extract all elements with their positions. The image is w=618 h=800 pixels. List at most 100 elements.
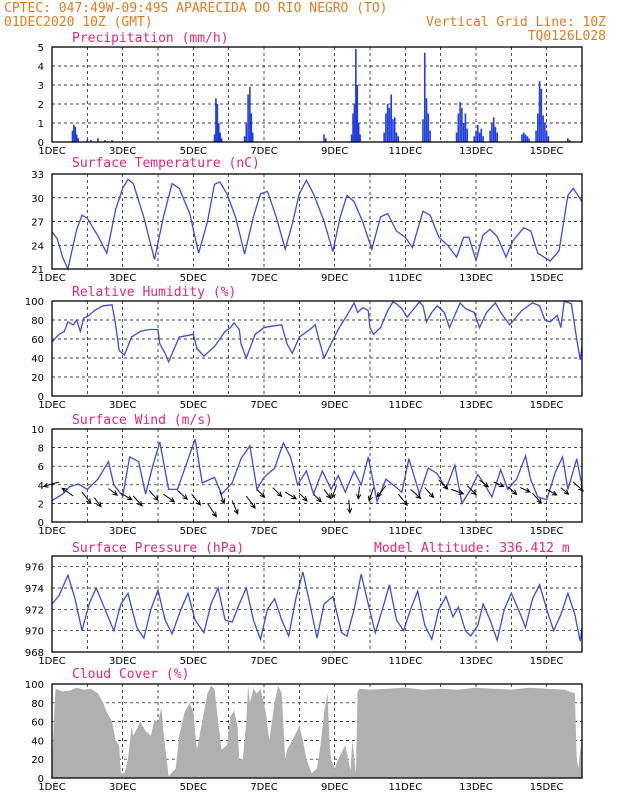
rh-xtick-label: 11DEC [388,400,422,411]
precip-bar [251,132,254,142]
wind-arrow [356,486,362,500]
precip-bar [480,128,483,142]
rh-ytick-label: 40 [31,354,44,365]
pressure-frame [51,555,583,653]
temp-ytick-label: 27 [31,218,44,229]
precip-ytick-label: 0 [38,138,44,149]
precip-xtick-label: 7DEC [250,146,277,157]
precip-bar [392,119,394,142]
wind-series-line [51,438,583,506]
precip-bar [352,113,354,142]
wind-arrow [245,495,256,510]
wind-title: Surface Wind (m/s) [72,413,213,428]
precip-bar [357,123,360,142]
wind-arrow [507,486,518,496]
wind-arrow [177,490,189,500]
precip-bar [427,113,430,142]
precip-panel: Precipitation (mm/h) 0 1 2 3 4 5 1DEC 3DEC 5DEC 7D… [38,31,583,157]
precip-bar [542,115,544,142]
precip-frame [51,46,583,143]
cloud-xtick-label: 1DEC [38,782,65,793]
temp-xtick-label: 7DEC [250,273,277,284]
precip-bar [388,107,391,142]
cloud-ytick-label: 0 [38,774,44,785]
precip-bar [90,140,92,142]
precip-bar [75,134,78,142]
rh-xtick-label: 7DEC [250,400,277,411]
precip-bar [455,132,458,142]
precip-bar [73,124,75,142]
precip-bar [537,113,539,142]
rh-panel: Relative Humidity (%) 0 20 40 60 80 100 1DEC 3DE… [25,285,583,411]
cloud-xtick-label: 9DEC [321,782,348,793]
rh-ytick-label: 0 [38,392,44,403]
temp-frame [51,173,583,270]
precip-bar [355,48,357,142]
precip-xtick-label: 5DEC [180,146,207,157]
precip-bar [567,138,569,142]
precip-bar [521,134,523,142]
temp-series-line [51,178,583,272]
precip-bar [462,123,465,142]
wind-xtick-label: 13DEC [459,526,493,537]
cloud-xtick-label: 15DEC [530,782,564,793]
wind-ytick-label: 4 [38,481,44,492]
wind-arrow [560,487,570,495]
precip-bar [429,130,431,142]
wind-arrow [493,481,505,488]
precip-bar [526,136,529,142]
precip-bar [247,94,249,142]
wind-arrow [397,493,408,507]
precip-bar [466,128,468,142]
wind-xtick-label: 3DEC [109,526,136,537]
precip-ytick-label: 1 [38,119,44,130]
temp-xtick-label: 13DEC [459,273,493,284]
precip-bar [494,126,497,142]
wind-arrow [298,492,308,502]
rh-xtick-label: 5DEC [180,400,207,411]
precip-bar [492,117,495,142]
precip-bar [249,86,251,142]
temp-ytick-label: 30 [31,194,44,205]
precip-bar [423,52,426,143]
rh-ytick-label: 100 [25,297,44,308]
wind-arrow [424,487,435,499]
precip-bar [496,132,498,142]
wind-arrow [284,491,298,500]
precip-bar [489,130,491,142]
precip-bar [97,138,99,142]
cloud-xtick-label: 3DEC [109,782,136,793]
wind-arrow [368,487,374,502]
temp-xtick-label: 9DEC [321,273,348,284]
precip-bar [220,138,223,142]
precip-bar [482,136,484,142]
rh-series-line [51,300,583,364]
pressure-ytick-label: 970 [25,627,44,638]
precip-bar [325,138,327,142]
precip-bar [353,104,356,142]
precip-ytick-label: 2 [38,100,44,111]
wind-arrow [132,495,143,507]
precip-bar [478,132,481,142]
precip-bar [243,136,246,142]
wind-arrow [331,485,337,499]
pressure-panel: Surface Pressure (hPa) 968 970 972 974 976 1DE… [25,541,583,667]
rh-xtick-label: 9DEC [321,400,348,411]
temp-xtick-label: 3DEC [109,273,136,284]
wind-arrow [207,503,217,518]
precip-bar [476,124,479,142]
precip-bar [213,134,216,142]
cloud-ytick-label: 60 [31,718,44,729]
precip-bar [356,85,359,142]
pressure-xtick-label: 5DEC [180,656,207,667]
rh-xtick-label: 15DEC [530,400,564,411]
wind-ytick-label: 0 [38,518,44,529]
precip-bar [544,123,546,142]
wind-arrow [61,487,74,497]
precip-ytick-label: 5 [38,43,44,54]
precip-bar [535,130,537,142]
temp-xtick-label: 15DEC [530,273,564,284]
pressure-ytick-label: 976 [25,563,44,574]
precip-bar [464,113,467,142]
temp-ytick-label: 21 [31,265,44,276]
